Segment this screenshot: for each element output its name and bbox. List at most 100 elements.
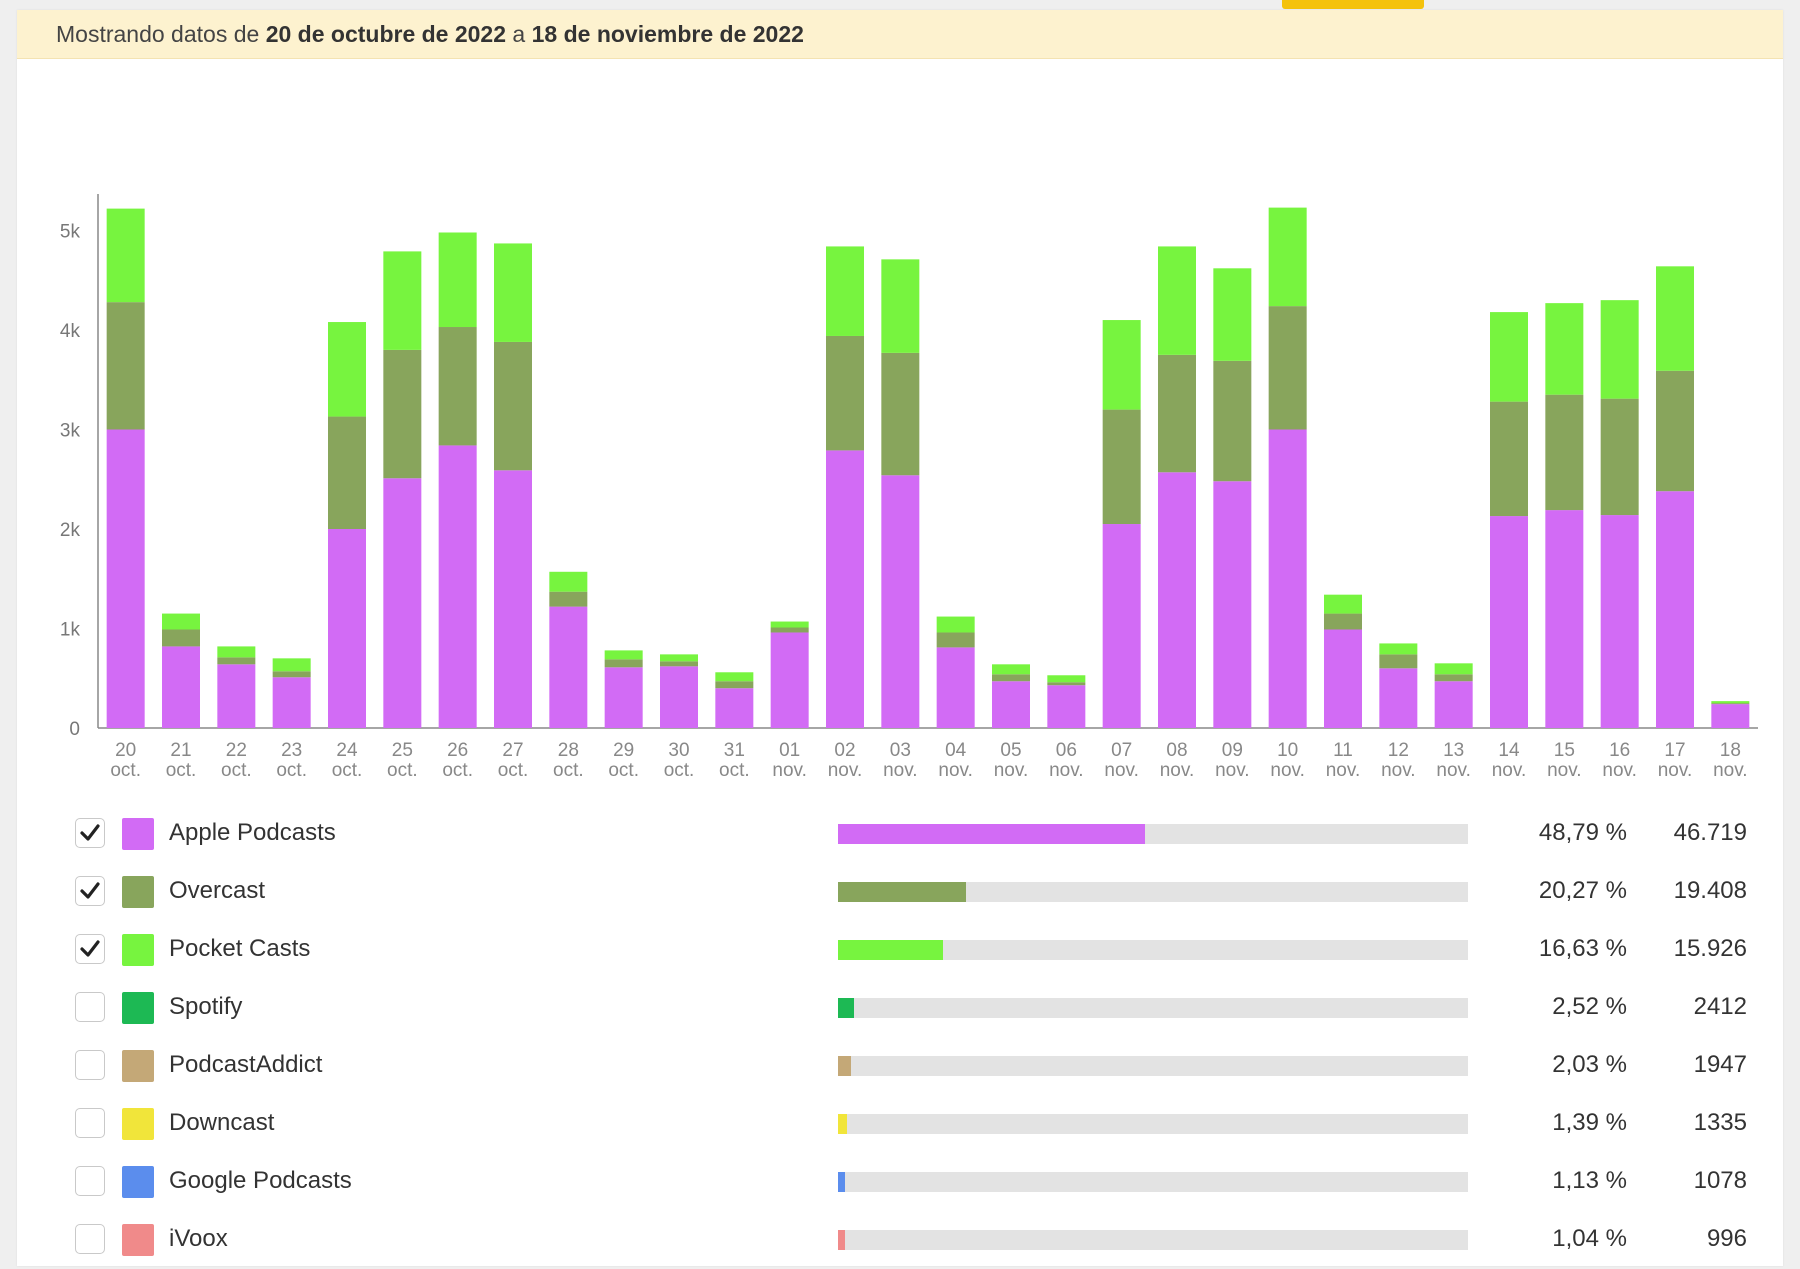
bar-segment bbox=[549, 606, 588, 728]
legend-checkbox[interactable] bbox=[75, 1050, 105, 1080]
x-tick-label: 02 bbox=[834, 740, 855, 761]
x-tick-label: 11 bbox=[1333, 740, 1353, 761]
download-count: 1078 bbox=[1693, 1167, 1747, 1194]
x-tick-label: nov. bbox=[1492, 760, 1527, 781]
legend-checkbox[interactable] bbox=[75, 1108, 105, 1138]
x-tick-label: 21 bbox=[170, 740, 191, 761]
x-tick-label: oct. bbox=[498, 760, 529, 781]
bar-segment bbox=[1102, 320, 1141, 410]
x-tick-label: 13 bbox=[1443, 740, 1464, 761]
x-tick-label: 31 bbox=[724, 740, 745, 761]
x-tick-label: 28 bbox=[558, 740, 579, 761]
share-bar-track bbox=[838, 1172, 1468, 1192]
x-tick-label: oct. bbox=[719, 760, 750, 781]
x-tick-label: nov. bbox=[828, 760, 863, 781]
legend-label: Overcast bbox=[169, 877, 266, 904]
bar-segment bbox=[1047, 682, 1086, 686]
bar-segment bbox=[328, 529, 366, 728]
bar-segment bbox=[1545, 394, 1584, 511]
y-tick-label: 0 bbox=[69, 719, 80, 740]
x-tick-label: 03 bbox=[890, 740, 911, 761]
x-tick-label: nov. bbox=[1104, 760, 1139, 781]
bar-segment bbox=[1158, 472, 1196, 728]
legend-color-swatch bbox=[122, 992, 154, 1024]
date-range-middle: a bbox=[506, 20, 532, 47]
x-tick-label: oct. bbox=[276, 760, 307, 781]
legend-color-swatch bbox=[122, 1108, 154, 1140]
legend-checkbox[interactable] bbox=[75, 992, 105, 1022]
bar-segment bbox=[604, 650, 643, 660]
bar-segment bbox=[604, 659, 643, 668]
x-tick-label: oct. bbox=[442, 760, 473, 781]
legend-color-swatch bbox=[122, 934, 154, 966]
legend-checkbox[interactable] bbox=[75, 1224, 105, 1254]
legend-label: Spotify bbox=[169, 993, 243, 1020]
legend-label: Downcast bbox=[169, 1109, 275, 1136]
bar-segment bbox=[1268, 429, 1307, 728]
legend-label: Apple Podcasts bbox=[169, 819, 336, 846]
share-bar-track bbox=[838, 1114, 1468, 1134]
bar-segment bbox=[1600, 300, 1639, 399]
legend-row: iVoox 1,04 % 996 bbox=[17, 1211, 1783, 1269]
bar-segment bbox=[162, 646, 200, 728]
download-count: 1947 bbox=[1693, 1051, 1747, 1078]
y-tick-label: 1k bbox=[60, 620, 81, 641]
legend-checkbox[interactable] bbox=[75, 1166, 105, 1196]
x-tick-label: nov. bbox=[1436, 760, 1471, 781]
bar-segment bbox=[438, 445, 477, 728]
share-percentage: 48,79 % bbox=[1538, 819, 1627, 846]
bar-segment bbox=[715, 688, 754, 728]
bar-segment bbox=[1490, 516, 1528, 728]
bar-segment bbox=[992, 674, 1030, 682]
bar-segment bbox=[1490, 401, 1528, 517]
share-bar-fill bbox=[838, 1114, 847, 1134]
x-tick-label: oct. bbox=[664, 760, 695, 781]
bar-segment bbox=[1434, 663, 1473, 675]
legend-color-swatch bbox=[122, 876, 154, 908]
legend-checkbox[interactable] bbox=[75, 934, 105, 964]
x-tick-label: nov. bbox=[1602, 760, 1637, 781]
bar-segment bbox=[1600, 515, 1639, 728]
legend-row: Overcast 20,27 % 19.408 bbox=[17, 863, 1783, 921]
bar-segment bbox=[1102, 524, 1141, 728]
bar-segment bbox=[1545, 510, 1584, 728]
share-bar-fill bbox=[838, 940, 943, 960]
bar-segment bbox=[1379, 654, 1418, 669]
bar-segment bbox=[328, 322, 366, 417]
legend-checkbox[interactable] bbox=[75, 876, 105, 906]
bar-segment bbox=[106, 302, 145, 430]
download-count: 46.719 bbox=[1673, 819, 1747, 846]
x-tick-label: nov. bbox=[938, 760, 973, 781]
bar-segment bbox=[1434, 681, 1473, 728]
bar-segment bbox=[1047, 685, 1086, 728]
download-count: 996 bbox=[1706, 1225, 1747, 1252]
date-range-end: 18 de noviembre de 2022 bbox=[531, 20, 804, 47]
download-count: 15.926 bbox=[1673, 935, 1747, 962]
bar-segment bbox=[936, 647, 975, 728]
bar-segment bbox=[494, 470, 532, 728]
bar-segment bbox=[715, 672, 754, 682]
x-tick-label: oct. bbox=[608, 760, 639, 781]
x-tick-label: 17 bbox=[1664, 740, 1685, 761]
x-tick-label: 10 bbox=[1277, 740, 1298, 761]
bar-segment bbox=[1656, 266, 1694, 371]
bar-segment bbox=[1102, 409, 1141, 525]
share-percentage: 1,04 % bbox=[1552, 1225, 1627, 1252]
bar-segment bbox=[106, 208, 145, 303]
legend-row: Spotify 2,52 % 2412 bbox=[17, 979, 1783, 1037]
bar-segment bbox=[383, 478, 422, 728]
legend-label: Pocket Casts bbox=[169, 935, 311, 962]
legend-checkbox[interactable] bbox=[75, 818, 105, 848]
bar-segment bbox=[1711, 701, 1750, 704]
x-tick-label: 20 bbox=[115, 740, 136, 761]
checkmark-icon bbox=[80, 940, 100, 957]
x-tick-label: 18 bbox=[1720, 740, 1741, 761]
x-tick-label: oct. bbox=[110, 760, 141, 781]
x-tick-label: 27 bbox=[502, 740, 523, 761]
share-percentage: 16,63 % bbox=[1538, 935, 1627, 962]
share-percentage: 1,39 % bbox=[1552, 1109, 1627, 1136]
bar-segment bbox=[162, 613, 200, 630]
bar-segment bbox=[1158, 354, 1196, 473]
bar-segment bbox=[494, 243, 532, 342]
x-tick-label: 04 bbox=[945, 740, 967, 761]
